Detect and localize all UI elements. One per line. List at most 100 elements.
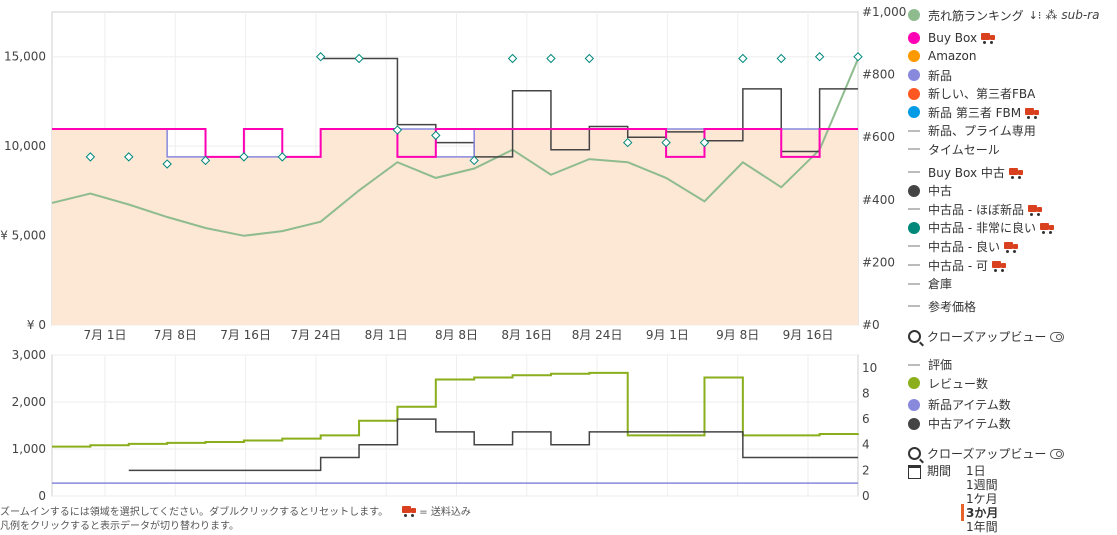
new-dot-icon: [908, 69, 920, 82]
period-option-3m[interactable]: 3か月: [961, 504, 998, 521]
period-option-1w[interactable]: 1週間: [966, 478, 998, 492]
legend-item-amazon[interactable]: Amazon: [908, 47, 1113, 66]
legend-item-new-fba[interactable]: 新しい、第三者FBA: [908, 84, 1113, 103]
y-right-tick-label: #0: [862, 318, 880, 332]
closeup-toggle-price[interactable]: クローズアップビュー: [908, 327, 1113, 347]
legend-label: 売れ筋ランキング: [928, 8, 1024, 23]
dash-icon: [908, 148, 920, 151]
y-left-tick-label: 0: [38, 489, 46, 503]
y-right-tick-label: 6: [862, 412, 870, 426]
legend-item-used[interactable]: 中古: [908, 181, 1113, 200]
legend-item-used-offer-count[interactable]: 中古アイテム数: [908, 414, 1113, 433]
legend-label: 参考価格: [928, 299, 977, 314]
magnifier-icon: [908, 330, 921, 343]
legend-item-lightning[interactable]: タイムセール: [908, 140, 1113, 159]
period-option-1m[interactable]: 1ケ月: [966, 492, 998, 506]
legend-item-warehouse[interactable]: 倉庫: [908, 274, 1113, 293]
legend-label: タイムセール: [928, 142, 1000, 157]
used-very-good-marker: [315, 52, 326, 62]
legend-label: Buy Box: [928, 30, 978, 45]
used-offer-count-dot-icon: [908, 417, 920, 430]
legend-item-new-fbm[interactable]: 新品 第三者 FBM: [908, 103, 1113, 122]
closeup-label: クローズアップビュー: [927, 447, 1047, 462]
dash-icon: [908, 129, 920, 132]
legend-label: 中古品 - 非常に良い: [928, 221, 1036, 236]
dash-icon: [908, 363, 920, 366]
new-fba-dot-icon: [908, 87, 920, 100]
shipping-truck-icon: [1008, 167, 1023, 179]
sub-rank-link[interactable]: sub-ra: [1061, 8, 1100, 23]
x-tick-label: 9月 8日: [716, 328, 759, 342]
legend-label: 倉庫: [928, 277, 953, 292]
review-count-line: [52, 371, 859, 448]
used-very-good-marker: [738, 53, 748, 64]
used-very-good-marker: [546, 53, 556, 64]
legend-item-sales-rank[interactable]: 売れ筋ランキング ↓⁝ ⁂ sub-ra: [908, 6, 1113, 25]
legend-label: 中古品 - ほぼ新品: [928, 202, 1024, 217]
x-tick-label: 7月 16日: [220, 328, 271, 342]
legend-item-used-like-new[interactable]: 中古品 - ほぼ新品: [908, 200, 1113, 219]
x-tick-label: 8月 16日: [501, 328, 552, 342]
price-history-chart[interactable]: 7月 1日 7月 8日 7月 16日 7月 24日 8月 1日 8月 8日 8月 16日 8月…: [0, 0, 908, 529]
legend-item-buybox-used[interactable]: Buy Box 中古: [908, 163, 1113, 182]
y-left-tick-label: 3,000: [12, 348, 46, 362]
x-tick-label: 8月 1日: [365, 328, 408, 342]
used-dot-icon: [908, 184, 920, 197]
legend-label: 中古品 - 可: [928, 258, 988, 273]
footer-zoom-hint: ズームインするには領域を選択してください。ダブルクリックするとリセットします。 …: [0, 503, 471, 518]
period-selector: 期間 1日 1週間 1ケ月 3か月 1年間: [908, 462, 998, 534]
y-right-tick-label: 4: [862, 438, 870, 452]
toggle-icon: [1050, 448, 1065, 459]
used-very-good-marker: [507, 53, 518, 64]
legend-item-new[interactable]: 新品: [908, 66, 1113, 85]
legend-label: 評価: [928, 358, 953, 373]
legend-item-used-good[interactable]: 中古品 - 良い: [908, 237, 1113, 256]
legend-label: Amazon: [928, 49, 977, 64]
shipping-note: = 送料込み: [419, 507, 471, 518]
legend-item-rating[interactable]: 評価: [908, 356, 1113, 375]
dash-icon: [908, 208, 920, 211]
legend-item-list-price[interactable]: 参考価格: [908, 297, 1113, 316]
y-left-tick-label: 2,000: [12, 395, 46, 409]
closeup-toggle-counts[interactable]: クローズアップビュー: [908, 444, 1113, 464]
shipping-truck-icon: [1025, 107, 1040, 119]
shipping-truck-icon: [981, 33, 996, 45]
legend-item-buybox[interactable]: Buy Box: [908, 29, 1113, 48]
calendar-icon: [908, 464, 921, 479]
period-option-1d[interactable]: 1日: [966, 464, 986, 478]
buybox-dot-icon: [908, 31, 920, 44]
new-offer-count-dot-icon: [908, 398, 920, 411]
period-option-1y[interactable]: 1年間: [966, 520, 998, 534]
y-right-tick-label: 8: [862, 386, 870, 400]
sort-icon[interactable]: ↓⁝: [1028, 8, 1042, 22]
y-right-tick-label: 10: [862, 361, 877, 375]
x-tick-label: 8月 24日: [572, 328, 623, 342]
legend-label: レビュー数: [928, 376, 989, 391]
legend-label: Buy Box 中古: [928, 165, 1005, 180]
legend-label: 新品: [928, 68, 953, 83]
y-left-tick-label: ¥ 10,000: [0, 139, 46, 153]
used-very-good-marker: [814, 52, 825, 62]
legend: 売れ筋ランキング ↓⁝ ⁂ sub-ra Buy Box Amazon 新品 新しい、…: [908, 6, 1113, 464]
legend-item-used-acceptable[interactable]: 中古品 - 可: [908, 256, 1113, 275]
legend-item-new-prime[interactable]: 新品、プライム専用: [908, 122, 1113, 141]
zoom-hint-text: ズームインするには領域を選択してください。ダブルクリックするとリセットします。: [0, 507, 389, 518]
new-price-area: [52, 128, 858, 325]
legend-label: 中古アイテム数: [928, 417, 1011, 432]
used-very-good-marker: [776, 53, 786, 64]
x-tick-label: 9月 1日: [646, 328, 689, 342]
sitemap-icon[interactable]: ⁂: [1045, 8, 1058, 23]
dash-icon: [908, 282, 920, 285]
used-very-good-marker: [469, 155, 479, 166]
used-very-good-marker: [431, 130, 441, 141]
legend-label: 新品アイテム数: [928, 398, 1011, 413]
legend-item-used-very-good[interactable]: 中古品 - 非常に良い: [908, 219, 1113, 238]
used-very-good-marker: [699, 137, 710, 148]
dash-icon: [908, 245, 920, 248]
y-left-tick-label: ¥ 5,000: [0, 229, 46, 243]
legend-item-review-count[interactable]: レビュー数: [908, 374, 1113, 393]
used-very-good-marker: [623, 137, 633, 148]
legend-item-new-offer-count[interactable]: 新品アイテム数: [908, 396, 1113, 415]
legend-label: 新しい、第三者FBA: [928, 87, 1036, 102]
legend-label: 新品 第三者 FBM: [928, 105, 1022, 120]
